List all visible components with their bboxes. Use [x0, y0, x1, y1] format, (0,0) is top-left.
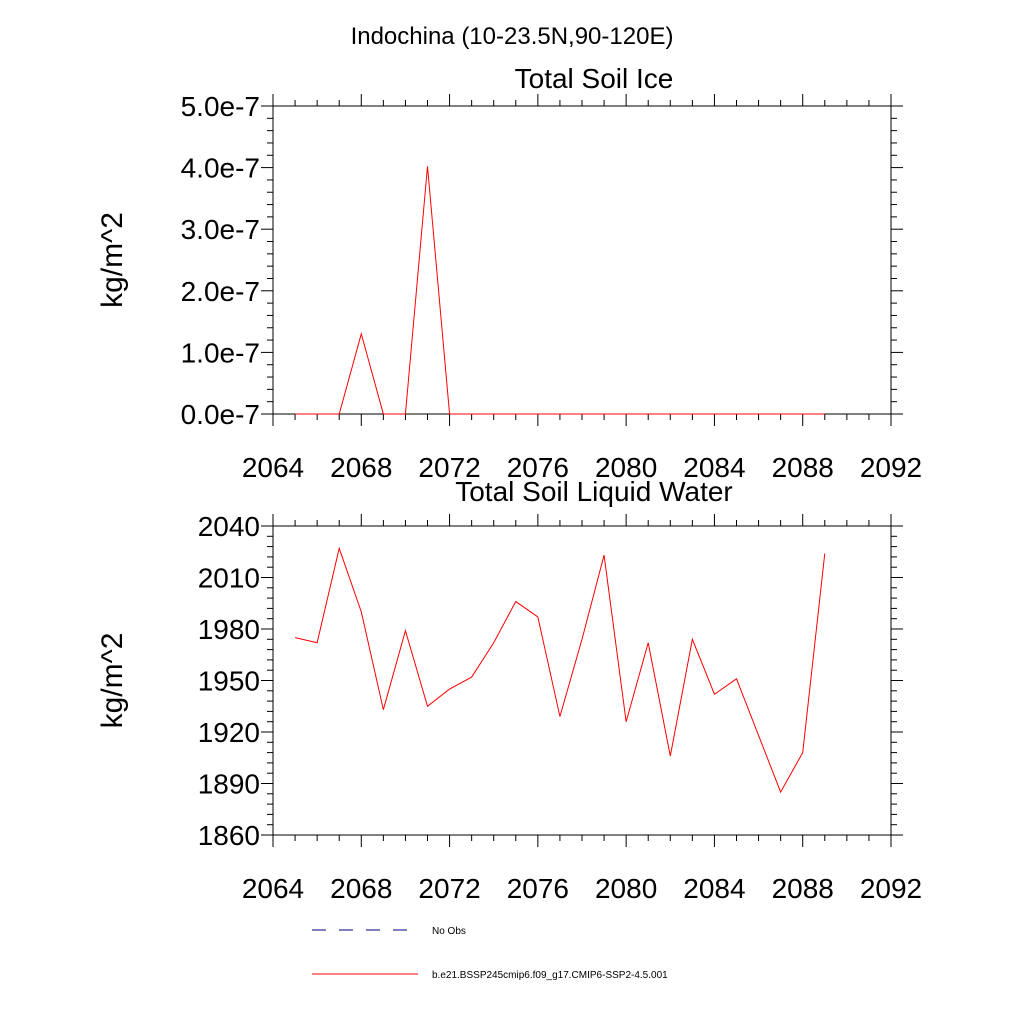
- x-tick-label: 2088: [772, 873, 834, 904]
- x-tick-label: 2084: [683, 873, 745, 904]
- y-tick-label: 5.0e-7: [181, 91, 260, 122]
- y-tick-label: 4.0e-7: [181, 153, 260, 184]
- plot-frame: [272, 105, 892, 415]
- y-tick-label: 3.0e-7: [181, 214, 260, 245]
- legend-label-obs: No Obs: [432, 926, 466, 937]
- panel-soil-ice: Total Soil Ice kg/m^2 2064 2068 2072 2076 2080…: [96, 63, 922, 483]
- plot-frame: [272, 525, 892, 836]
- legend-label-model: b.e21.BSSP245cmip6.f09_g17.CMIP6-SSP2-4.…: [432, 970, 668, 981]
- y-tick-label: 0.0e-7: [181, 399, 260, 430]
- figure-title: Indochina (10-23.5N,90-120E): [351, 23, 674, 50]
- y-tick-label: 1.0e-7: [181, 337, 260, 368]
- y-axis-label: kg/m^2: [96, 212, 129, 308]
- panel-soil-liquid-water: Total Soil Liquid Water kg/m^2 2064 2068 207…: [96, 476, 922, 904]
- x-tick-label: 2076: [507, 452, 569, 483]
- y-tick-label: 1980: [198, 614, 260, 645]
- x-tick-label: 2092: [860, 873, 922, 904]
- x-tick-label: 2084: [683, 452, 745, 483]
- y-tick-label: 2040: [198, 511, 260, 542]
- series-line: [294, 546, 826, 794]
- y-tick-label: 1890: [198, 769, 260, 800]
- x-tick-label: 2064: [242, 873, 304, 904]
- y-tick-label: 1950: [198, 666, 260, 697]
- y-tick-label: 2.0e-7: [181, 276, 260, 307]
- panel-title: Total Soil Liquid Water: [455, 476, 733, 507]
- x-tick-label: 2088: [772, 452, 834, 483]
- legend: No Obs b.e21.BSSP245cmip6.f09_g17.CMIP6-…: [312, 926, 668, 981]
- x-tick-label: 2076: [507, 873, 569, 904]
- x-tick-label: 2092: [860, 452, 922, 483]
- y-tick-label: 1860: [198, 820, 260, 851]
- x-tick-label: 2080: [595, 452, 657, 483]
- y-tick-label: 2010: [198, 563, 260, 594]
- y-tick-label: 1920: [198, 717, 260, 748]
- x-tick-label: 2072: [418, 452, 480, 483]
- series-line: [295, 166, 825, 415]
- x-tick-label: 2068: [330, 873, 392, 904]
- x-tick-label: 2080: [595, 873, 657, 904]
- x-tick-label: 2064: [242, 452, 304, 483]
- x-tick-label: 2072: [418, 873, 480, 904]
- x-tick-label: 2068: [330, 452, 392, 483]
- panel-title: Total Soil Ice: [515, 63, 674, 94]
- y-axis-label: kg/m^2: [96, 633, 129, 729]
